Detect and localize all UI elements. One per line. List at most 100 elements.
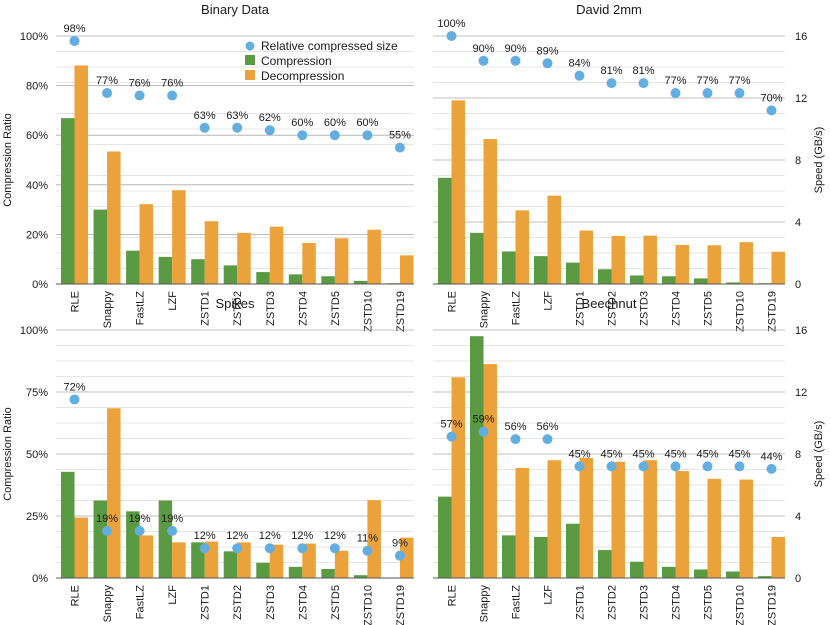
y2-tick-label: 16 — [795, 31, 807, 43]
compression-bar — [126, 250, 140, 284]
decompression-bar — [107, 151, 121, 284]
compression-bar — [353, 575, 368, 578]
y-tick-label: 50% — [26, 449, 48, 461]
decompression-bar — [204, 221, 219, 284]
category-label: ZSTD19 — [395, 585, 407, 625]
category-label: ZSTD5 — [330, 291, 342, 326]
legend-compression-swatch — [245, 55, 255, 65]
relative-size-point — [542, 434, 553, 445]
relative-size-label: 63% — [194, 110, 216, 122]
decompression-bar — [643, 235, 657, 284]
compression-bar — [470, 336, 484, 578]
decompression-bar — [451, 377, 465, 578]
y-tick-label: 60% — [26, 130, 48, 142]
compression-bar — [566, 523, 580, 578]
category-label: ZSTD3 — [265, 291, 277, 326]
category-label: RLE — [447, 585, 459, 606]
decompression-bar — [172, 542, 186, 578]
relative-size-point — [394, 142, 405, 153]
category-label: Snappy — [102, 291, 114, 329]
legend-relative-marker — [245, 41, 255, 51]
relative-size-point — [329, 543, 340, 554]
category-label: RLE — [70, 291, 82, 312]
relative-size-label: 89% — [536, 45, 558, 57]
decompression-bar — [367, 500, 381, 578]
category-label: ZSTD10 — [362, 291, 374, 332]
compression-bar — [191, 259, 205, 284]
decompression-bar — [739, 479, 753, 578]
decompression-bar — [675, 471, 689, 578]
category-label: FastLZ — [135, 585, 147, 620]
compression-bar — [598, 269, 612, 284]
relative-size-label: 45% — [696, 448, 718, 460]
compression-bar — [662, 276, 676, 284]
category-label: ZSTD19 — [767, 585, 779, 625]
relative-size-label: 70% — [760, 92, 782, 104]
compression-bar — [93, 500, 108, 578]
relative-size-label: 19% — [96, 513, 118, 525]
category-label: RLE — [447, 291, 459, 312]
y-tick-label: 0% — [32, 279, 48, 291]
relative-size-point — [574, 70, 585, 81]
y-axis-label: Compression Ratio — [2, 113, 14, 207]
category-label: ZSTD2 — [232, 585, 244, 620]
compression-bar — [630, 275, 644, 284]
relative-size-label: 12% — [259, 530, 281, 542]
compression-bar — [694, 278, 708, 284]
relative-size-label: 98% — [63, 23, 85, 35]
decompression-bar — [334, 550, 349, 578]
decompression-bar — [515, 467, 529, 578]
decompression-bar — [611, 235, 625, 284]
y2-tick-label: 16 — [795, 325, 807, 337]
relative-size-point — [542, 58, 553, 69]
decompression-bar — [579, 457, 593, 578]
decompression-bar — [172, 190, 186, 284]
category-label: ZSTD3 — [639, 291, 651, 326]
decompression-bar — [707, 478, 721, 578]
decompression-bar — [739, 242, 753, 284]
category-label: ZSTD2 — [232, 291, 244, 326]
compression-bar — [158, 500, 173, 578]
category-label: FastLZ — [135, 291, 147, 326]
relative-size-point — [734, 88, 745, 99]
relative-size-point — [702, 461, 713, 472]
relative-size-point — [362, 130, 373, 141]
relative-size-point — [574, 461, 585, 472]
category-label: Snappy — [479, 291, 491, 329]
relative-size-label: 77% — [696, 75, 718, 87]
relative-size-label: 11% — [357, 533, 378, 545]
decompression-bar — [451, 100, 465, 284]
compression-bar — [93, 209, 108, 284]
relative-size-point — [638, 78, 649, 89]
decompression-bar — [515, 210, 529, 284]
category-label: ZSTD4 — [297, 291, 309, 326]
legend-decompression-swatch — [245, 70, 255, 80]
decompression-bar — [399, 255, 414, 284]
relative-size-label: 76% — [161, 78, 183, 90]
relative-size-point — [702, 88, 713, 99]
y-tick-label: 40% — [26, 180, 48, 192]
category-label: LZF — [167, 585, 179, 605]
decompression-bar — [547, 460, 561, 578]
panel-title: David 2mm — [576, 2, 642, 17]
relative-size-point — [199, 122, 210, 133]
compression-bar — [353, 280, 368, 284]
relative-size-point — [69, 394, 80, 405]
relative-size-label: 90% — [472, 43, 494, 55]
relative-size-point — [478, 55, 489, 66]
decompression-bar — [483, 364, 497, 578]
category-label: ZSTD5 — [703, 585, 715, 620]
category-label: Snappy — [102, 585, 114, 623]
decompression-bar — [483, 139, 497, 284]
compression-bar — [470, 232, 484, 284]
relative-size-point — [232, 543, 243, 554]
category-label: ZSTD10 — [735, 585, 747, 625]
relative-size-label: 45% — [568, 448, 590, 460]
compression-bar — [758, 576, 772, 578]
relative-size-point — [102, 88, 113, 99]
category-label: ZSTD4 — [671, 291, 683, 326]
category-label: ZSTD1 — [200, 291, 212, 326]
legend-decompression-label: Decompression — [261, 69, 344, 83]
panel-title: Beechnut — [582, 296, 637, 311]
relative-size-label: 9% — [392, 538, 408, 550]
